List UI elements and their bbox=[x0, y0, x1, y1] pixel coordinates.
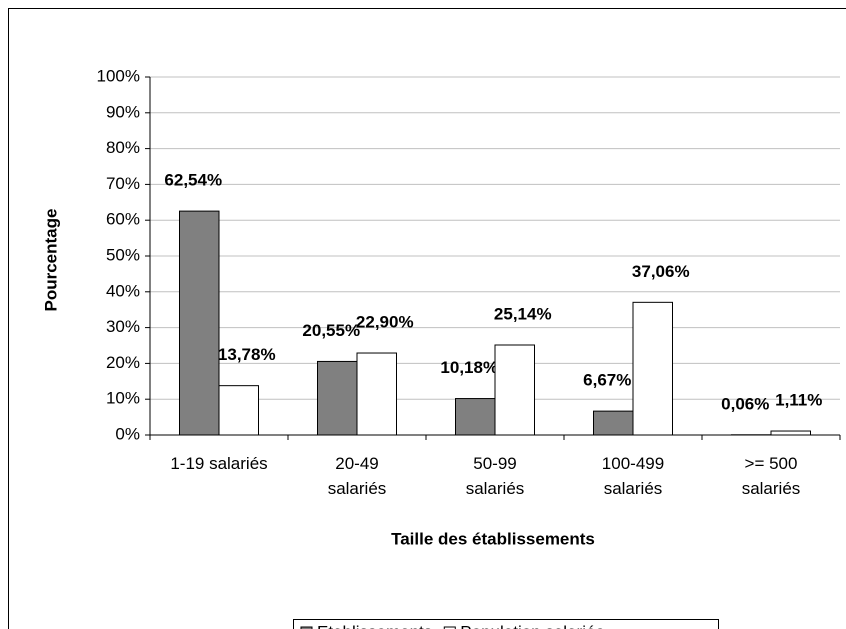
data-label: 20,55% bbox=[302, 321, 360, 340]
bar bbox=[317, 360, 358, 436]
y-tick-label: 40% bbox=[106, 281, 140, 300]
data-label: 62,54% bbox=[164, 171, 222, 190]
y-tick-label: 30% bbox=[106, 317, 140, 336]
data-label: 22,90% bbox=[356, 313, 414, 332]
legend-label: Etablissements bbox=[317, 622, 432, 629]
y-tick-label: 20% bbox=[106, 353, 140, 372]
bar bbox=[593, 410, 634, 436]
bar bbox=[770, 430, 811, 436]
x-tick-label: 20-49 salariés bbox=[327, 454, 387, 498]
x-axis-title: Taille des établissements bbox=[391, 529, 595, 548]
bar bbox=[218, 385, 259, 436]
y-tick-label: 0% bbox=[115, 424, 140, 443]
y-axis-title: Pourcentage bbox=[41, 209, 60, 312]
bar bbox=[356, 352, 397, 436]
y-tick-label: 100% bbox=[97, 66, 140, 85]
y-tick-label: 70% bbox=[106, 174, 140, 193]
bar bbox=[494, 344, 535, 436]
bar bbox=[632, 301, 673, 436]
x-tick-label: >= 500 salariés bbox=[741, 454, 801, 498]
legend-swatch bbox=[300, 626, 313, 629]
data-label: 0,06% bbox=[721, 394, 769, 413]
bar bbox=[455, 398, 496, 436]
data-label: 13,78% bbox=[218, 345, 276, 364]
legend-swatch bbox=[443, 626, 456, 629]
data-label: 1,11% bbox=[775, 391, 822, 410]
legend-label: Population salariée bbox=[460, 622, 605, 629]
x-tick-label: 1-19 salariés bbox=[170, 454, 268, 473]
y-tick-label: 50% bbox=[106, 245, 140, 264]
bar bbox=[179, 210, 220, 436]
x-tick-label: 100-499 salariés bbox=[601, 454, 665, 498]
y-tick-label: 60% bbox=[106, 210, 140, 229]
legend-box bbox=[293, 619, 719, 629]
data-label: 37,06% bbox=[632, 262, 690, 281]
x-tick-label: 50-99 salariés bbox=[465, 454, 525, 498]
chart-border bbox=[8, 8, 846, 629]
y-tick-label: 90% bbox=[106, 102, 140, 121]
data-label: 10,18% bbox=[440, 358, 498, 377]
y-tick-label: 80% bbox=[106, 138, 140, 157]
data-label: 6,67% bbox=[583, 371, 631, 390]
data-label: 25,14% bbox=[494, 304, 552, 323]
y-tick-label: 10% bbox=[106, 389, 140, 408]
